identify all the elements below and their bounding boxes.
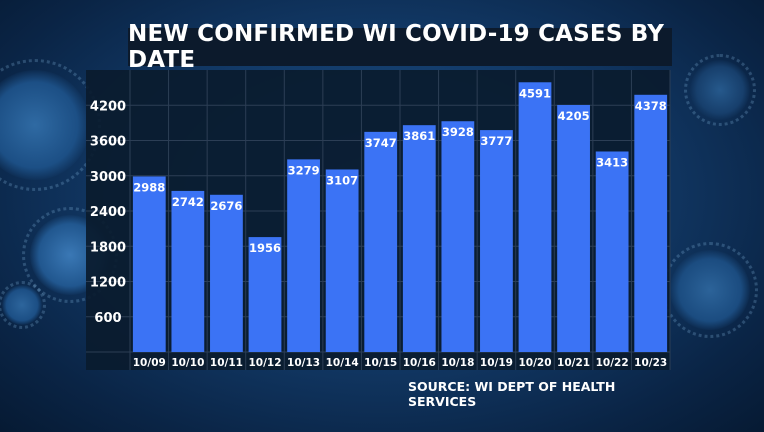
y-tick-label: 2400 (90, 205, 126, 220)
data-label: 4205 (558, 109, 590, 123)
title-band: NEW CONFIRMED WI COVID-19 CASES BY DATE (128, 21, 672, 73)
bar (595, 151, 629, 352)
y-tick-label: 4200 (90, 99, 126, 114)
bar (132, 176, 166, 352)
source-note: SOURCE: WI DEPT OF HEALTH SERVICES (408, 379, 616, 409)
data-label: 4591 (519, 86, 551, 100)
virus-decoration (0, 281, 46, 329)
x-tick-label: 10/14 (326, 357, 359, 369)
bar (634, 94, 668, 352)
chart-title: NEW CONFIRMED WI COVID-19 CASES BY DATE (128, 21, 665, 73)
x-tick-labels: 10/09 10/10 10/11 10/12 10/13 10/14 10/15 10/16… (133, 357, 667, 369)
y-tick-labels: 600 1200 1800 2400 3000 3600 4200 (90, 99, 126, 326)
x-tick-label: 10/12 (248, 357, 281, 369)
bar (518, 82, 552, 352)
x-tick-label: 10/21 (557, 357, 590, 369)
y-tick-label: 3600 (90, 135, 126, 150)
data-label: 3777 (480, 134, 512, 148)
data-label: 3861 (403, 129, 435, 143)
bar (171, 190, 205, 352)
x-tick-label: 10/15 (364, 357, 397, 369)
y-tick-label: 600 (94, 311, 121, 326)
x-tick-label: 10/19 (480, 357, 513, 369)
bar (325, 169, 359, 352)
x-tick-label: 10/23 (634, 357, 667, 369)
data-label: 4378 (635, 99, 667, 113)
data-label: 3413 (596, 155, 628, 169)
data-labels: 2988 2742 2676 1956 3279 3107 3747 3861 3928 3777… (133, 86, 666, 255)
data-label: 2988 (133, 180, 165, 194)
x-tick-label: 10/11 (210, 357, 243, 369)
bar (248, 237, 282, 352)
x-tick-label: 10/22 (596, 357, 629, 369)
bar (287, 159, 320, 352)
virus-decoration (684, 54, 756, 126)
virus-decoration (0, 59, 101, 191)
bar (402, 125, 436, 352)
virus-decoration (662, 242, 758, 338)
x-tick-label: 10/16 (403, 357, 436, 369)
x-tick-label: 10/09 (133, 357, 166, 369)
bar (557, 104, 590, 352)
x-tick-label: 10/13 (287, 357, 320, 369)
bar (210, 194, 243, 352)
x-tick-label: 10/18 (441, 357, 474, 369)
bar (441, 121, 475, 352)
y-tick-label: 3000 (90, 170, 126, 185)
data-label: 3107 (326, 173, 358, 187)
x-tick-label: 10/20 (518, 357, 551, 369)
bar (364, 131, 398, 352)
y-tick-label: 1200 (90, 276, 126, 291)
x-tick-label: 10/10 (171, 357, 204, 369)
data-label: 2676 (210, 199, 242, 213)
bars-group (132, 82, 668, 352)
data-label: 3279 (288, 163, 320, 177)
y-tick-label: 1800 (90, 240, 126, 255)
data-label: 3747 (365, 136, 397, 150)
bar (480, 130, 513, 352)
data-label: 1956 (249, 241, 281, 255)
data-label: 2742 (172, 195, 204, 209)
data-label: 3928 (442, 125, 474, 139)
